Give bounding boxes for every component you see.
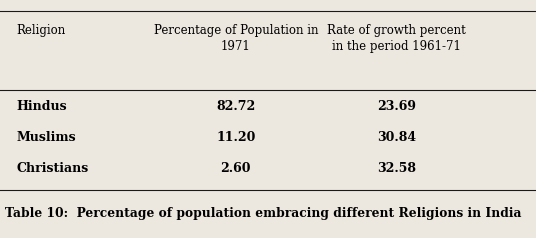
- Text: Rate of growth percent
in the period 1961-71: Rate of growth percent in the period 196…: [327, 24, 466, 53]
- Text: 32.58: 32.58: [377, 162, 416, 175]
- Text: Christians: Christians: [16, 162, 88, 175]
- Text: 11.20: 11.20: [216, 131, 256, 144]
- Text: 23.69: 23.69: [377, 100, 416, 113]
- Text: Religion: Religion: [16, 24, 65, 37]
- Text: 30.84: 30.84: [377, 131, 416, 144]
- Text: 2.60: 2.60: [221, 162, 251, 175]
- Text: Hindus: Hindus: [16, 100, 66, 113]
- Text: Table 10:  Percentage of population embracing different Religions in India: Table 10: Percentage of population embra…: [5, 207, 522, 220]
- Text: 82.72: 82.72: [216, 100, 256, 113]
- Text: Muslims: Muslims: [16, 131, 76, 144]
- Text: Percentage of Population in
1971: Percentage of Population in 1971: [154, 24, 318, 53]
